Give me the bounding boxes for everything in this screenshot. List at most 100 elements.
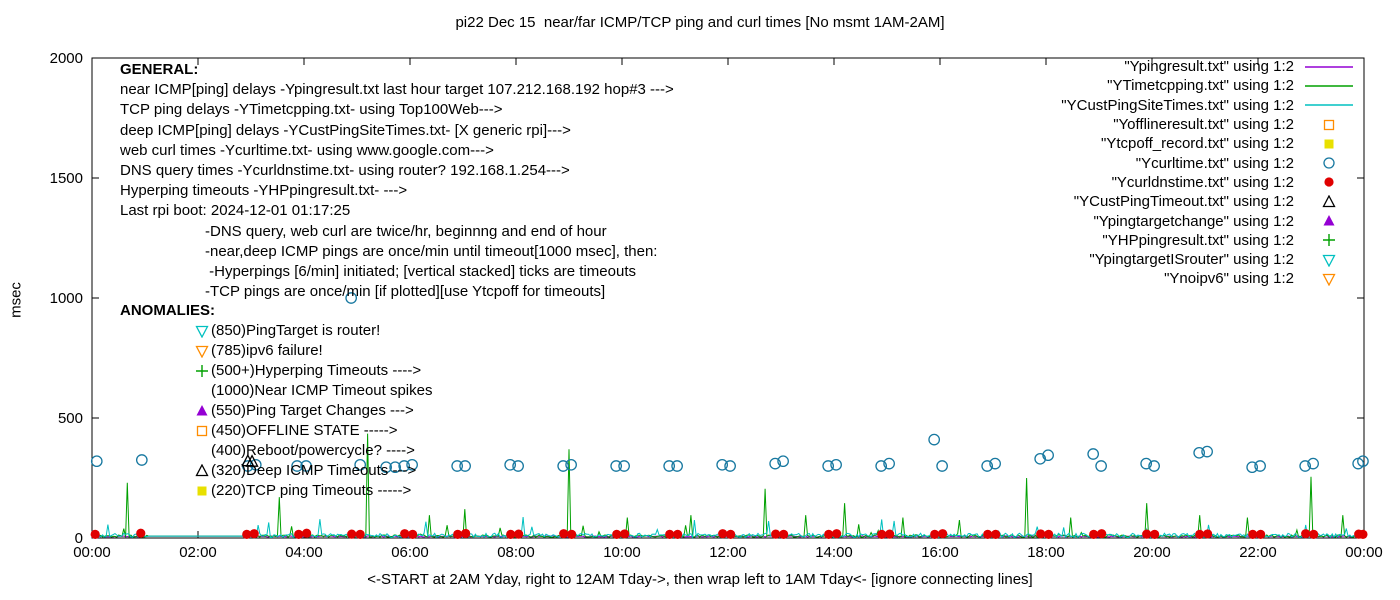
legend-line-sample	[1300, 60, 1358, 74]
anomaly-text: (1000)Near ICMP Timeout spikes	[211, 382, 433, 399]
tri-up-open-icon	[1300, 194, 1358, 209]
legend-item: "YCustPingTimeout.txt" using 1:2	[1061, 192, 1358, 211]
legend-line-sample	[1300, 79, 1358, 93]
general-line: deep ICMP[ping] delays -YCustPingSiteTim…	[120, 121, 571, 139]
svg-text:08:00: 08:00	[497, 544, 535, 561]
anomaly-text: (320)Deep ICMP Timeouts --->	[211, 462, 417, 479]
general-line: web curl times -Ycurltime.txt- using www…	[120, 141, 494, 159]
legend-label: "YTimetcpping.txt" using 1:2	[1107, 77, 1294, 95]
anomaly-text: (850)PingTarget is router!	[211, 322, 381, 339]
anomaly-item: (850)PingTarget is router!	[194, 321, 432, 341]
anomalies-heading: ANOMALIES:	[120, 302, 215, 319]
anomaly-item: (320)Deep ICMP Timeouts --->	[194, 461, 432, 481]
anomaly-item: (550)Ping Target Changes --->	[194, 401, 432, 421]
general-indented-lines: -DNS query, web curl are twice/hr, begin…	[205, 222, 674, 303]
svg-text:500: 500	[58, 410, 83, 427]
legend-item: "Yofflineresult.txt" using 1:2	[1061, 115, 1358, 134]
general-line: Hyperping timeouts -YHPpingresult.txt- -…	[120, 182, 408, 200]
legend-item: "Ypingtargetchange" using 1:2	[1061, 211, 1358, 230]
general-indented-line: -Hyperpings [6/min] initiated; [vertical…	[205, 263, 637, 281]
anomaly-text: (220)TCP ping Timeouts ----->	[211, 482, 412, 499]
anomaly-text: (550)Ping Target Changes --->	[211, 402, 414, 419]
plus-icon	[1300, 233, 1358, 247]
legend-item: "Ycurldnstime.txt" using 1:2	[1061, 173, 1358, 192]
general-indented-line: -DNS query, web curl are twice/hr, begin…	[205, 222, 607, 240]
anomaly-item: (450)OFFLINE STATE ----->	[194, 421, 432, 441]
tri-down-open-icon	[1300, 272, 1358, 286]
x-axis-label: <-START at 2AM Yday, right to 12AM Tday-…	[367, 571, 1033, 588]
svg-text:12:00: 12:00	[709, 544, 747, 561]
anomaly-text: (400)Reboot/powercycle? ---->	[211, 442, 415, 459]
legend-item: "YpingtargetISrouter" using 1:2	[1061, 250, 1358, 269]
legend-item: "Ycurltime.txt" using 1:2	[1061, 153, 1358, 172]
anomaly-item: (785)ipv6 failure!	[194, 341, 432, 361]
anomaly-icon-spacer	[194, 444, 211, 458]
general-annotations: GENERAL: near ICMP[ping] delays -Ypingre…	[120, 60, 674, 302]
svg-text:00:00: 00:00	[73, 544, 111, 561]
square-filled-icon	[1300, 137, 1358, 151]
general-heading: GENERAL:	[120, 61, 199, 78]
svg-text:04:00: 04:00	[285, 544, 323, 561]
legend-label: "Ypingtargetchange" using 1:2	[1093, 212, 1294, 230]
svg-text:20:00: 20:00	[1133, 544, 1171, 561]
plus-icon	[194, 364, 211, 378]
general-indented-line: -near,deep ICMP pings are once/min until…	[205, 242, 658, 260]
anomaly-item: (400)Reboot/powercycle? ---->	[194, 441, 432, 461]
legend-label: "YHPpingresult.txt" using 1:2	[1102, 231, 1294, 249]
square-open-icon	[1300, 118, 1358, 132]
tri-up-open-icon	[194, 464, 211, 478]
svg-text:18:00: 18:00	[1027, 544, 1065, 561]
svg-text:1500: 1500	[50, 170, 83, 187]
legend-item: "Ynoipv6" using 1:2	[1061, 269, 1358, 288]
legend-label: "Ycurldnstime.txt" using 1:2	[1111, 173, 1294, 191]
general-lines: near ICMP[ping] delays -Ypingresult.txt …	[120, 80, 674, 221]
tri-down-open-icon	[194, 324, 211, 338]
anomaly-item: (500+)Hyperping Timeouts ---->	[194, 361, 432, 381]
square-open-icon	[194, 424, 211, 438]
anomaly-text: (450)OFFLINE STATE ----->	[211, 422, 398, 439]
anomaly-icon-spacer	[194, 384, 211, 398]
svg-text:02:00: 02:00	[179, 544, 217, 561]
svg-text:2000: 2000	[50, 50, 83, 67]
tri-down-open-icon	[194, 344, 211, 358]
circle-filled-icon	[1300, 175, 1358, 189]
legend: "Ypingresult.txt" using 1:2 "YTimetcpping…	[1061, 57, 1358, 289]
general-line: near ICMP[ping] delays -Ypingresult.txt …	[120, 81, 674, 99]
chart-title: pi22 Dec 15 near/far ICMP/TCP ping and c…	[455, 14, 945, 31]
legend-label: "Ynoipv6" using 1:2	[1164, 270, 1294, 288]
svg-text:16:00: 16:00	[921, 544, 959, 561]
legend-item: "Ypingresult.txt" using 1:2	[1061, 57, 1358, 76]
svg-text:1000: 1000	[50, 290, 83, 307]
general-indented-line: -TCP pings are once/min [if plotted][use…	[205, 283, 606, 301]
anomaly-item: (1000)Near ICMP Timeout spikes	[194, 381, 432, 401]
legend-item: "YTimetcpping.txt" using 1:2	[1061, 76, 1358, 95]
square-filled-icon	[194, 484, 211, 498]
legend-label: "Yofflineresult.txt" using 1:2	[1113, 116, 1294, 134]
svg-text:0: 0	[75, 530, 83, 547]
tri-up-filled-icon	[194, 404, 211, 418]
general-line: DNS query times -Ycurldnstime.txt- using…	[120, 162, 570, 180]
svg-text:10:00: 10:00	[603, 544, 641, 561]
tri-down-open-icon	[1300, 253, 1358, 267]
y-axis-label: msec	[7, 282, 25, 318]
anomalies-annotations: ANOMALIES: (850)PingTarget is router! (78…	[120, 301, 432, 501]
anomalies-items: (850)PingTarget is router! (785)ipv6 fail…	[194, 321, 432, 501]
general-line: Last rpi boot: 2024-12-01 01:17:25	[120, 202, 351, 220]
anomaly-item: (220)TCP ping Timeouts ----->	[194, 481, 432, 501]
tri-up-filled-icon	[1300, 214, 1358, 228]
circle-open-icon	[1300, 156, 1358, 170]
general-line: TCP ping delays -YTimetcpping.txt- using…	[120, 101, 503, 119]
legend-item: "Ytcpoff_record.txt" using 1:2	[1061, 134, 1358, 153]
legend-label: "Ypingresult.txt" using 1:2	[1124, 58, 1294, 76]
legend-label: "Ycurltime.txt" using 1:2	[1135, 154, 1294, 172]
svg-text:06:00: 06:00	[391, 544, 429, 561]
legend-label: "YCustPingTimeout.txt" using 1:2	[1073, 193, 1294, 211]
svg-text:22:00: 22:00	[1239, 544, 1277, 561]
svg-text:00:00: 00:00	[1345, 544, 1383, 561]
legend-line-sample	[1300, 98, 1358, 112]
legend-item: "YHPpingresult.txt" using 1:2	[1061, 231, 1358, 250]
legend-item: "YCustPingSiteTimes.txt" using 1:2	[1061, 96, 1358, 115]
legend-label: "Ytcpoff_record.txt" using 1:2	[1101, 135, 1294, 153]
